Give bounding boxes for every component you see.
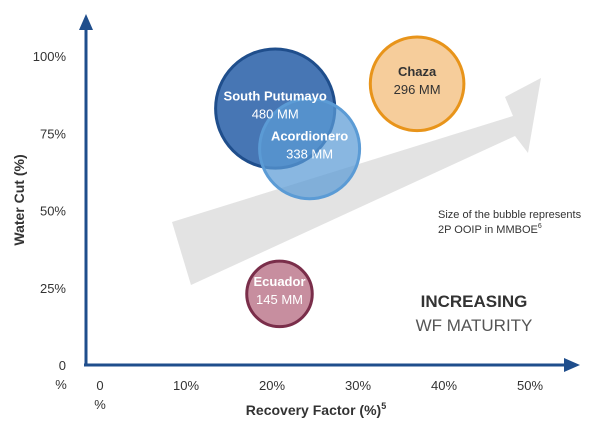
bubble-size-note-line2: 2P OOIP in MMBOE6 [438,223,542,236]
bubble-size-note-line1: Size of the bubble represents [438,209,582,221]
y-axis-title: Water Cut (%) [11,154,27,245]
x-tick-labels: 0 10% 20% 30% 40% 50% [96,378,543,393]
bubble-value-south-putumayo: 480 MM [252,107,299,122]
maturity-arrow-icon [172,78,541,285]
y-tick-label: 25% [40,281,66,296]
x-axis-title-sup: 5 [381,401,386,411]
y-tick-labels: 0 25% 50% 75% 100% [33,49,67,373]
bubble-size-note-sup: 6 [538,223,542,230]
x-tick-label: 30% [345,378,371,393]
bubble-value-chaza: 296 MM [394,82,441,97]
bubble-value-acordionero: 338 MM [286,147,333,162]
x-axis-title: Recovery Factor (%)5 [246,401,386,418]
x-tick-label: 20% [259,378,285,393]
bubble-label-south-putumayo: South Putumayo [224,89,327,104]
x-axis-arrow-icon [564,358,580,372]
y-tick-label: 100% [33,49,67,64]
bubble-value-ecuador: 145 MM [256,292,303,307]
x-tick-label: 50% [517,378,543,393]
bubble-ecuador [245,259,314,329]
maturity-label-line1: INCREASING [421,292,528,311]
x-tick-label: 40% [431,378,457,393]
x-tick-label: 0 [96,378,103,393]
y-tick-label: 0 [59,358,66,373]
maturity-label-line2: WF MATURITY [416,316,533,335]
bubble-labels-layer: South Putumayo 480 MM Acordionero 338 MM Cha… [224,64,441,307]
x-tick-percent-sub: % [94,397,106,412]
bubble-label-acordionero: Acordionero [271,129,348,144]
bubble-label-ecuador: Ecuador [253,274,305,289]
y-tick-percent-sub: % [55,377,67,392]
bubbles-layer [214,35,466,329]
bubble-label-chaza: Chaza [398,64,437,79]
bubble-chaza [368,35,466,133]
y-tick-label: 50% [40,204,66,219]
y-tick-label: 75% [40,126,66,141]
y-axis-arrow-icon [79,14,93,30]
x-tick-label: 10% [173,378,199,393]
bubble-acordionero [258,97,362,201]
